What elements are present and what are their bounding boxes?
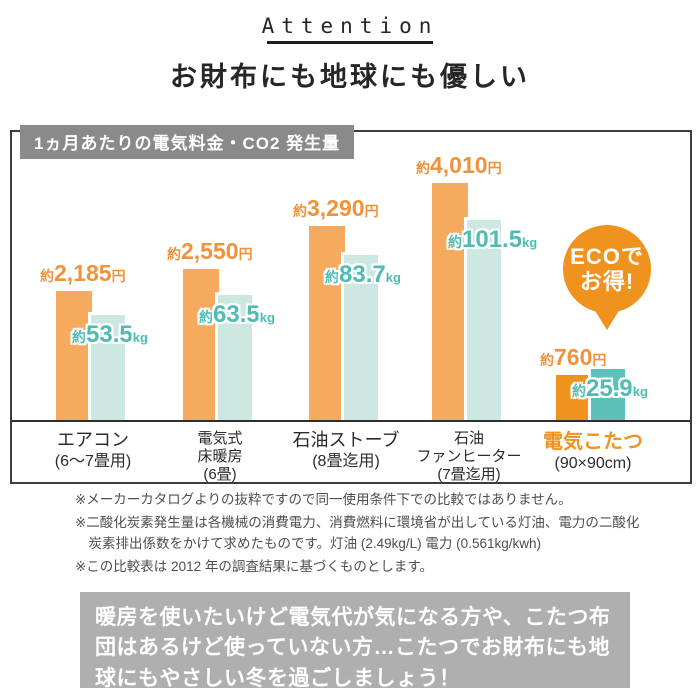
cost-bar bbox=[56, 291, 92, 420]
approx-prefix: 約 bbox=[40, 268, 54, 284]
cost-bar bbox=[556, 375, 592, 420]
category-name: 電気式 bbox=[197, 430, 243, 447]
category-name: 石油ストーブ bbox=[292, 430, 400, 450]
category-label-1: エアコン (6〜7畳用) bbox=[55, 430, 131, 471]
cost-value-label: 約760円 bbox=[540, 346, 606, 369]
cost-number: 760 bbox=[554, 344, 593, 370]
co2-number: 25.9 bbox=[586, 375, 633, 402]
cost-number: 2,550 bbox=[181, 238, 239, 264]
cost-value-label: 約2,185円 bbox=[40, 262, 126, 285]
cost-bar bbox=[183, 269, 219, 420]
kg-unit: kg bbox=[632, 384, 648, 399]
co2-value-label: 約53.5kg bbox=[72, 323, 148, 347]
footnote-item: ※メーカーカタログよりの抜粋ですので同一使用条件下での比較ではありません。 bbox=[75, 492, 572, 507]
category-name: エアコン bbox=[57, 430, 129, 450]
approx-prefix: 約 bbox=[325, 269, 339, 285]
category-note: ファンヒーター bbox=[416, 448, 522, 465]
yen-unit: 円 bbox=[111, 268, 126, 284]
yen-unit: 円 bbox=[238, 246, 253, 262]
co2-bar bbox=[588, 366, 628, 420]
approx-prefix: 約 bbox=[72, 329, 86, 345]
cost-bar bbox=[432, 183, 468, 420]
category-note: 床暖房 bbox=[197, 448, 243, 465]
cost-value-label: 約2,550円 bbox=[167, 240, 253, 263]
kg-unit: kg bbox=[259, 310, 275, 325]
co2-bar bbox=[215, 292, 255, 420]
eco-badge-line1: ECOで bbox=[570, 243, 644, 269]
yen-unit: 円 bbox=[364, 203, 379, 219]
cost-value-label: 約3,290円 bbox=[293, 197, 379, 220]
footnotes-list: ※メーカーカタログよりの抜粋ですので同一使用条件下での比較ではありません。 ※二… bbox=[75, 490, 641, 580]
eco-badge-line2: お得! bbox=[579, 269, 635, 294]
x-axis-line bbox=[12, 420, 690, 422]
co2-number: 63.5 bbox=[213, 301, 260, 328]
category-label-2: 電気式 床暖房 (6畳) bbox=[197, 430, 242, 484]
co2-bar bbox=[88, 312, 128, 420]
header-section: Attention お財布にも地球にも優しい bbox=[0, 14, 700, 94]
co2-bar bbox=[464, 217, 504, 420]
cost-bar bbox=[309, 226, 345, 420]
kg-unit: kg bbox=[132, 330, 148, 345]
bottom-note-box: 暖房を使いたいけど電気代が気になる方や、こたつ布団はあるけど使っていない方…こた… bbox=[80, 592, 630, 690]
category-label-3: 石油ストーブ (8畳迄用) bbox=[293, 430, 400, 471]
comparison-chart-panel: 1ヵ月あたりの電気料金・CO2 発生量 約2,185円 約53.5kg 約2,550… bbox=[10, 125, 692, 484]
yen-unit: 円 bbox=[487, 160, 502, 176]
category-note: (6畳) bbox=[203, 466, 237, 483]
co2-value-label: 約25.9kg bbox=[572, 377, 648, 401]
approx-prefix: 約 bbox=[448, 234, 462, 250]
category-note: (8畳迄用) bbox=[312, 452, 380, 470]
footnote-item: ※この比較表は 2012 年の調査結果に基づくものとします。 bbox=[75, 558, 433, 574]
cost-number: 2,185 bbox=[54, 260, 112, 286]
co2-value-label: 約83.7kg bbox=[325, 263, 401, 287]
cost-number: 4,010 bbox=[430, 152, 488, 178]
category-note: (90×90cm) bbox=[554, 455, 632, 472]
co2-bar bbox=[341, 252, 381, 420]
footnote-item: ※二酸化炭素発生量は各機械の消費電力、消費燃料に環境省が出している灯油、電力の二… bbox=[75, 515, 640, 551]
yen-unit: 円 bbox=[592, 352, 607, 368]
category-note: (7畳迄用) bbox=[437, 466, 501, 483]
attention-underline bbox=[267, 41, 433, 44]
category-label-5: 電気こたつ (90×90cm) bbox=[543, 430, 643, 473]
approx-prefix: 約 bbox=[540, 352, 554, 368]
cost-value-label: 約4,010円 bbox=[416, 154, 502, 177]
co2-number: 83.7 bbox=[339, 261, 386, 288]
category-name: 電気こたつ bbox=[543, 431, 643, 453]
page-title: お財布にも地球にも優しい bbox=[170, 62, 530, 92]
attention-label: Attention bbox=[261, 14, 439, 38]
approx-prefix: 約 bbox=[293, 203, 307, 219]
category-label-4: 石油 ファンヒーター (7畳迄用) bbox=[416, 430, 521, 484]
co2-value-label: 約63.5kg bbox=[199, 303, 275, 327]
category-note: (6〜7畳用) bbox=[54, 452, 132, 470]
cost-number: 3,290 bbox=[307, 195, 365, 221]
approx-prefix: 約 bbox=[167, 246, 181, 262]
kg-unit: kg bbox=[522, 235, 538, 250]
approx-prefix: 約 bbox=[416, 160, 430, 176]
kg-unit: kg bbox=[385, 270, 401, 285]
category-name: 石油 bbox=[453, 430, 485, 447]
approx-prefix: 約 bbox=[572, 383, 586, 399]
approx-prefix: 約 bbox=[199, 309, 213, 325]
chart-panel-title: 1ヵ月あたりの電気料金・CO2 発生量 bbox=[20, 125, 355, 159]
co2-number: 53.5 bbox=[86, 321, 133, 348]
co2-number: 101.5 bbox=[462, 226, 523, 253]
bars-layer: 約2,185円 約53.5kg 約2,550円 約63.5kg 約3,290円 約83.7… bbox=[12, 132, 690, 482]
eco-badge: ECOで お得! bbox=[563, 225, 651, 313]
co2-value-label: 約101.5kg bbox=[448, 228, 537, 252]
